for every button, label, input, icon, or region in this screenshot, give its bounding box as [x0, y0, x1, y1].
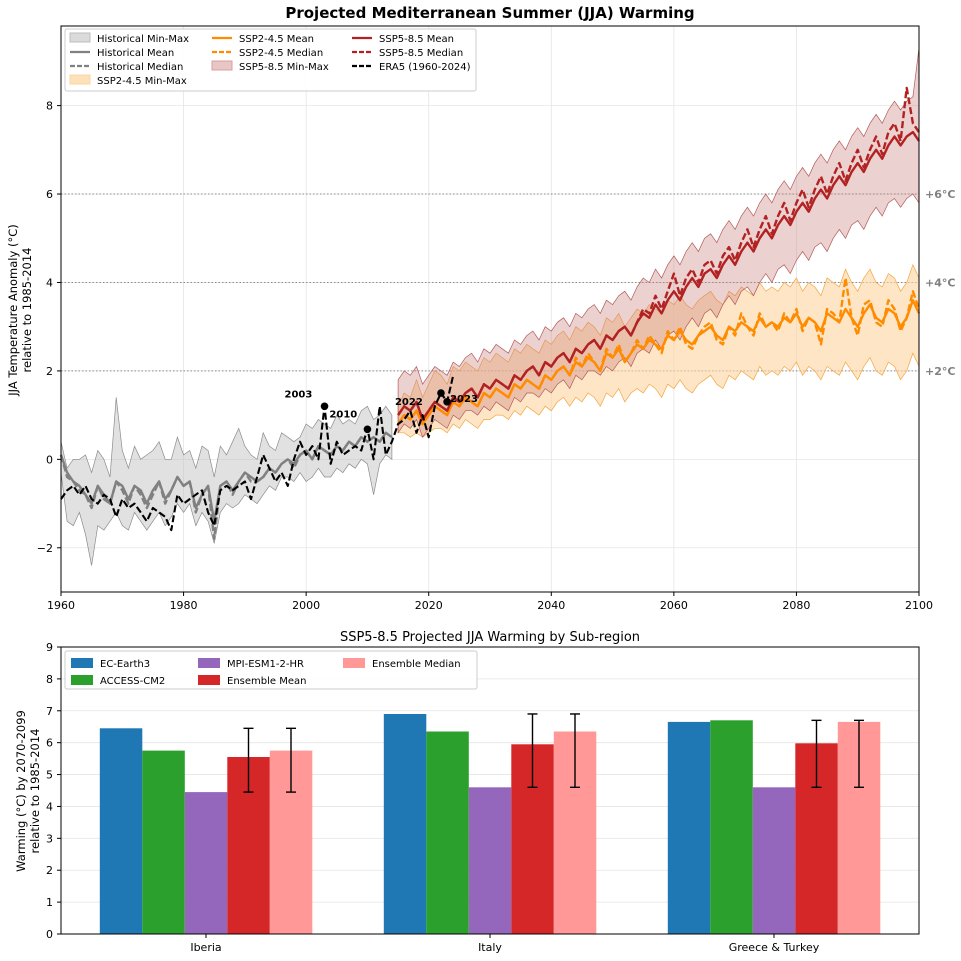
bottom-y-ticks: 0 1 2 3 4 5 6 7 8 9	[46, 641, 61, 941]
legend-label: SSP2-4.5 Median	[239, 48, 323, 59]
legend-label: SSP5-8.5 Median	[379, 48, 463, 59]
legend-swatch	[69, 32, 91, 43]
threshold-label: +2°C	[925, 365, 955, 378]
threshold-label: +4°C	[925, 276, 955, 289]
legend-swatch	[198, 658, 220, 668]
legend-swatch	[71, 675, 93, 685]
bar	[99, 728, 143, 934]
bottom-legend: EC-Earth3 ACCESS-CM2 MPI-ESM1-2-HR Ensemble…	[64, 650, 478, 690]
legend-label: Historical Mean	[97, 48, 174, 59]
event-marker	[443, 398, 451, 406]
event-label: 2022	[395, 397, 423, 408]
event-label: 2010	[329, 409, 357, 420]
top-y-axis-label: JJA Temperature Anomaly (°C)	[6, 224, 20, 396]
top-x-tick-label: 2060	[660, 599, 688, 612]
legend-swatch	[198, 675, 220, 685]
bar	[468, 787, 512, 934]
legend-swatch	[343, 658, 365, 668]
bottom-y-tick-label: 1	[46, 896, 53, 909]
top-y-tick-label: 8	[46, 100, 53, 113]
legend-label: ACCESS-CM2	[100, 676, 165, 687]
era5-line	[60, 375, 455, 532]
subregion-bar-chart: SSP5-8.5 Projected JJA Warming by Sub-re…	[14, 630, 920, 954]
top-y-tick-label: 2	[46, 365, 53, 378]
legend-label: Ensemble Median	[372, 659, 461, 670]
top-x-tick-label: 2040	[537, 599, 565, 612]
top-x-tick-label: 1980	[170, 599, 198, 612]
legend-label: Historical Median	[97, 62, 183, 73]
legend-label: SSP5-8.5 Mean	[379, 34, 454, 45]
median-line-historical	[59, 431, 393, 541]
legend-swatch	[71, 658, 93, 668]
bottom-x-tick-label: Greece & Turkey	[729, 941, 820, 954]
top-x-tick-label: 2080	[782, 599, 810, 612]
bar	[667, 721, 711, 934]
event-label: 2023	[450, 394, 478, 405]
bottom-y-axis-label: Warming (°C) by 2070-2099	[14, 710, 28, 872]
legend-label: SSP2-4.5 Min-Max	[97, 76, 187, 87]
legend-label: EC-Earth3	[100, 659, 150, 670]
top-chart-title: Projected Mediterranean Summer (JJA) War…	[285, 4, 694, 22]
event-label: 2003	[285, 389, 313, 400]
bottom-y-tick-label: 3	[46, 832, 53, 845]
series-lines	[59, 86, 921, 541]
top-legend-box	[64, 28, 477, 92]
legend-label: Historical Min-Max	[97, 34, 189, 45]
legend-label: ERA5 (1960-2024)	[379, 62, 471, 73]
legend-label: MPI-ESM1-2-HR	[227, 659, 304, 670]
bottom-y-tick-label: 7	[46, 705, 53, 718]
top-plot-frame	[60, 25, 920, 593]
bars	[99, 714, 881, 934]
legend-label: SSP5-8.5 Min-Max	[239, 62, 329, 73]
bottom-y-axis-label-2: relative to 1985-2014	[28, 729, 42, 854]
top-x-ticks: 1960 1980 2000 2020 2040 2060 2080 2100	[47, 592, 933, 612]
projection-chart: Projected Mediterranean Summer (JJA) War…	[6, 4, 955, 612]
bar	[184, 792, 228, 934]
bottom-chart-title: SSP5-8.5 Projected JJA Warming by Sub-re…	[340, 630, 640, 645]
top-legend: Historical Min-Max Historical Mean Histori…	[64, 28, 477, 92]
top-x-tick-label: 2100	[905, 599, 933, 612]
legend-label: SSP2-4.5 Mean	[239, 34, 314, 45]
bottom-y-tick-label: 0	[46, 928, 53, 941]
bottom-y-tick-label: 5	[46, 769, 53, 782]
error-bars	[243, 713, 864, 793]
bottom-y-tick-label: 2	[46, 864, 53, 877]
bottom-x-tick-label: Iberia	[190, 941, 221, 954]
top-x-tick-label: 2000	[292, 599, 320, 612]
legend-label: Ensemble Mean	[227, 676, 306, 687]
event-marker	[437, 389, 445, 397]
top-y-tick-label: −2	[37, 542, 53, 555]
bottom-x-ticks: Iberia Italy Greece & Turkey	[190, 934, 820, 954]
top-y-tick-label: 4	[46, 276, 53, 289]
bottom-y-tick-label: 6	[46, 737, 53, 750]
bar	[383, 714, 427, 934]
event-annotations: 2003 2010 2022 2023	[285, 389, 478, 434]
minmax-bands	[60, 48, 920, 566]
median-line-ssp2-4-5	[397, 276, 921, 426]
top-x-tick-label: 1960	[47, 599, 75, 612]
bottom-x-tick-label: Italy	[478, 941, 502, 954]
event-marker	[363, 425, 372, 434]
event-marker	[320, 402, 329, 411]
bottom-y-tick-label: 4	[46, 800, 53, 813]
bottom-y-tick-label: 8	[46, 673, 53, 686]
bar	[142, 750, 185, 934]
bottom-legend-box	[64, 650, 478, 690]
top-y-tick-label: 0	[46, 453, 53, 466]
bar	[710, 720, 753, 934]
legend-swatch	[211, 60, 233, 71]
top-y-ticks: −2 0 2 4 6 8	[37, 100, 61, 555]
bar	[426, 731, 469, 934]
bottom-y-tick-label: 9	[46, 641, 53, 654]
top-y-tick-label: 6	[46, 188, 53, 201]
legend-swatch	[69, 74, 91, 85]
bar	[752, 787, 796, 934]
median-line-ssp5-8-5	[397, 86, 920, 421]
threshold-label: +6°C	[925, 188, 955, 201]
top-x-tick-label: 2020	[415, 599, 443, 612]
top-y-axis-label-2: relative to 1985-2014	[20, 248, 34, 373]
